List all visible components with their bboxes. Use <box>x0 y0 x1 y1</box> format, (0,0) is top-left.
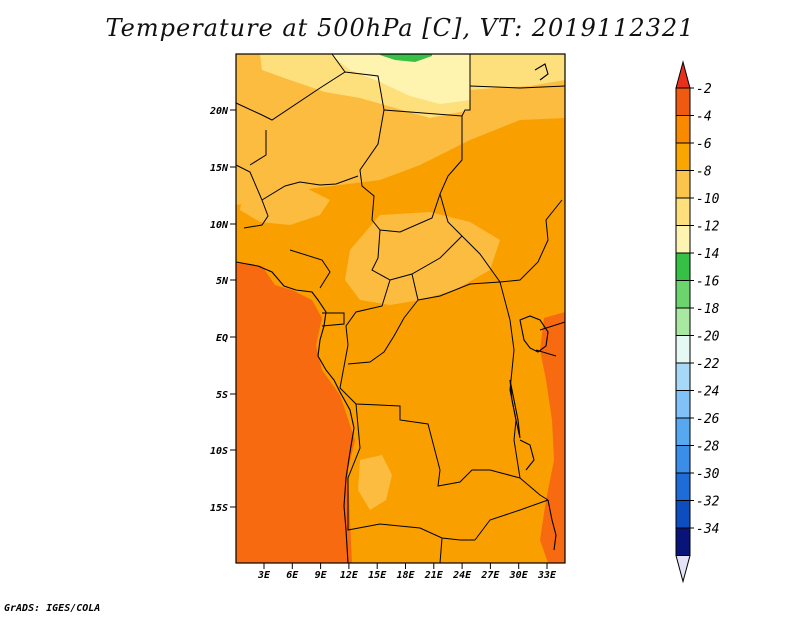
colorbar-top-arrow <box>675 60 691 89</box>
lon-label: 30E <box>509 570 529 581</box>
lat-label: 15N <box>210 163 229 174</box>
colorbar-swatch <box>675 335 691 364</box>
colorbar-label: -22 <box>696 357 720 372</box>
colorbar-label: -24 <box>696 385 719 400</box>
field-cool-west <box>240 175 330 225</box>
temperature-field <box>236 54 565 563</box>
latitude-axis: 20N 15N 10N 5N EQ 5S 10S 15S <box>209 106 236 514</box>
colorbar-label: -10 <box>696 192 720 207</box>
colorbar-label: -12 <box>696 220 720 235</box>
colorbar-swatch <box>675 390 691 419</box>
colorbar-swatch <box>675 115 691 144</box>
field-warm-west <box>236 263 355 563</box>
colorbar-label: -8 <box>696 165 712 180</box>
colorbar-swatch <box>675 307 691 336</box>
colorbar-label: -14 <box>696 247 719 262</box>
field-cool-south <box>358 455 392 510</box>
colorbar-swatch <box>675 472 691 501</box>
map-frame <box>235 53 566 564</box>
colorbar-label: -28 <box>696 440 720 455</box>
chart-title: Temperature at 500hPa [C], VT: 201911232… <box>105 14 695 42</box>
lat-label: 20N <box>209 106 229 117</box>
lon-label: 9E <box>315 570 328 581</box>
colorbar-swatch <box>675 417 691 446</box>
field-green-patch <box>380 54 432 62</box>
lon-label: 24E <box>452 570 472 581</box>
lat-label: 5S <box>216 390 228 401</box>
colorbar-label: -20 <box>696 330 720 345</box>
lon-label: 21E <box>424 570 444 581</box>
colorbar-bottom-arrow <box>675 555 691 584</box>
lat-label: EQ <box>216 333 228 344</box>
colorbar-label: -2 <box>696 82 712 97</box>
colorbar-label: -30 <box>696 467 720 482</box>
colorbar-label: -6 <box>696 137 712 152</box>
colorbar-swatch <box>675 362 691 391</box>
colorbar-swatch <box>675 280 691 309</box>
colorbar-swatch <box>675 500 691 529</box>
colorbar-swatch <box>675 445 691 474</box>
colorbar-swatch <box>675 197 691 226</box>
lon-label: 15E <box>368 570 387 581</box>
colorbar-label: -26 <box>696 412 720 427</box>
field-cool-north <box>236 54 565 205</box>
lat-label: 15S <box>210 503 228 514</box>
colorbar-swatch <box>675 87 691 116</box>
lat-label: 10S <box>210 446 228 457</box>
lon-label: 27E <box>480 570 500 581</box>
coastlines <box>235 63 557 564</box>
lat-label: 5N <box>216 276 229 287</box>
colorbar-swatch <box>675 170 691 199</box>
colorbar-swatch <box>675 142 691 171</box>
field-coolest-north <box>330 54 470 104</box>
colorbar-label: -16 <box>696 275 720 290</box>
colorbar-swatch <box>675 252 691 281</box>
grads-credit: GrADS: IGES/COLA <box>4 603 101 614</box>
colorbar-label: -18 <box>696 302 720 317</box>
field-cooler-ne <box>470 54 565 90</box>
lon-label: 3E <box>257 570 271 581</box>
lon-label: 18E <box>396 570 415 581</box>
colorbar-label: -34 <box>696 522 719 537</box>
lon-label: 6E <box>286 570 299 581</box>
colorbar-swatch <box>675 527 691 556</box>
colorbar-label: -32 <box>696 495 720 510</box>
lat-label: 10N <box>210 220 229 231</box>
lon-label: 33E <box>537 570 557 581</box>
colorbar-label: -4 <box>696 110 712 125</box>
colorbar-swatch <box>675 225 691 254</box>
lon-label: 12E <box>340 570 359 581</box>
colorbar: -2 -4 -6 -8 -10 -12 -14 -16 -18 -20 -22 -24 -26 -28 -3… <box>675 60 720 584</box>
longitude-axis: 3E 6E 9E 12E 15E 18E 21E 24E 27E 30E 33E <box>257 563 557 581</box>
